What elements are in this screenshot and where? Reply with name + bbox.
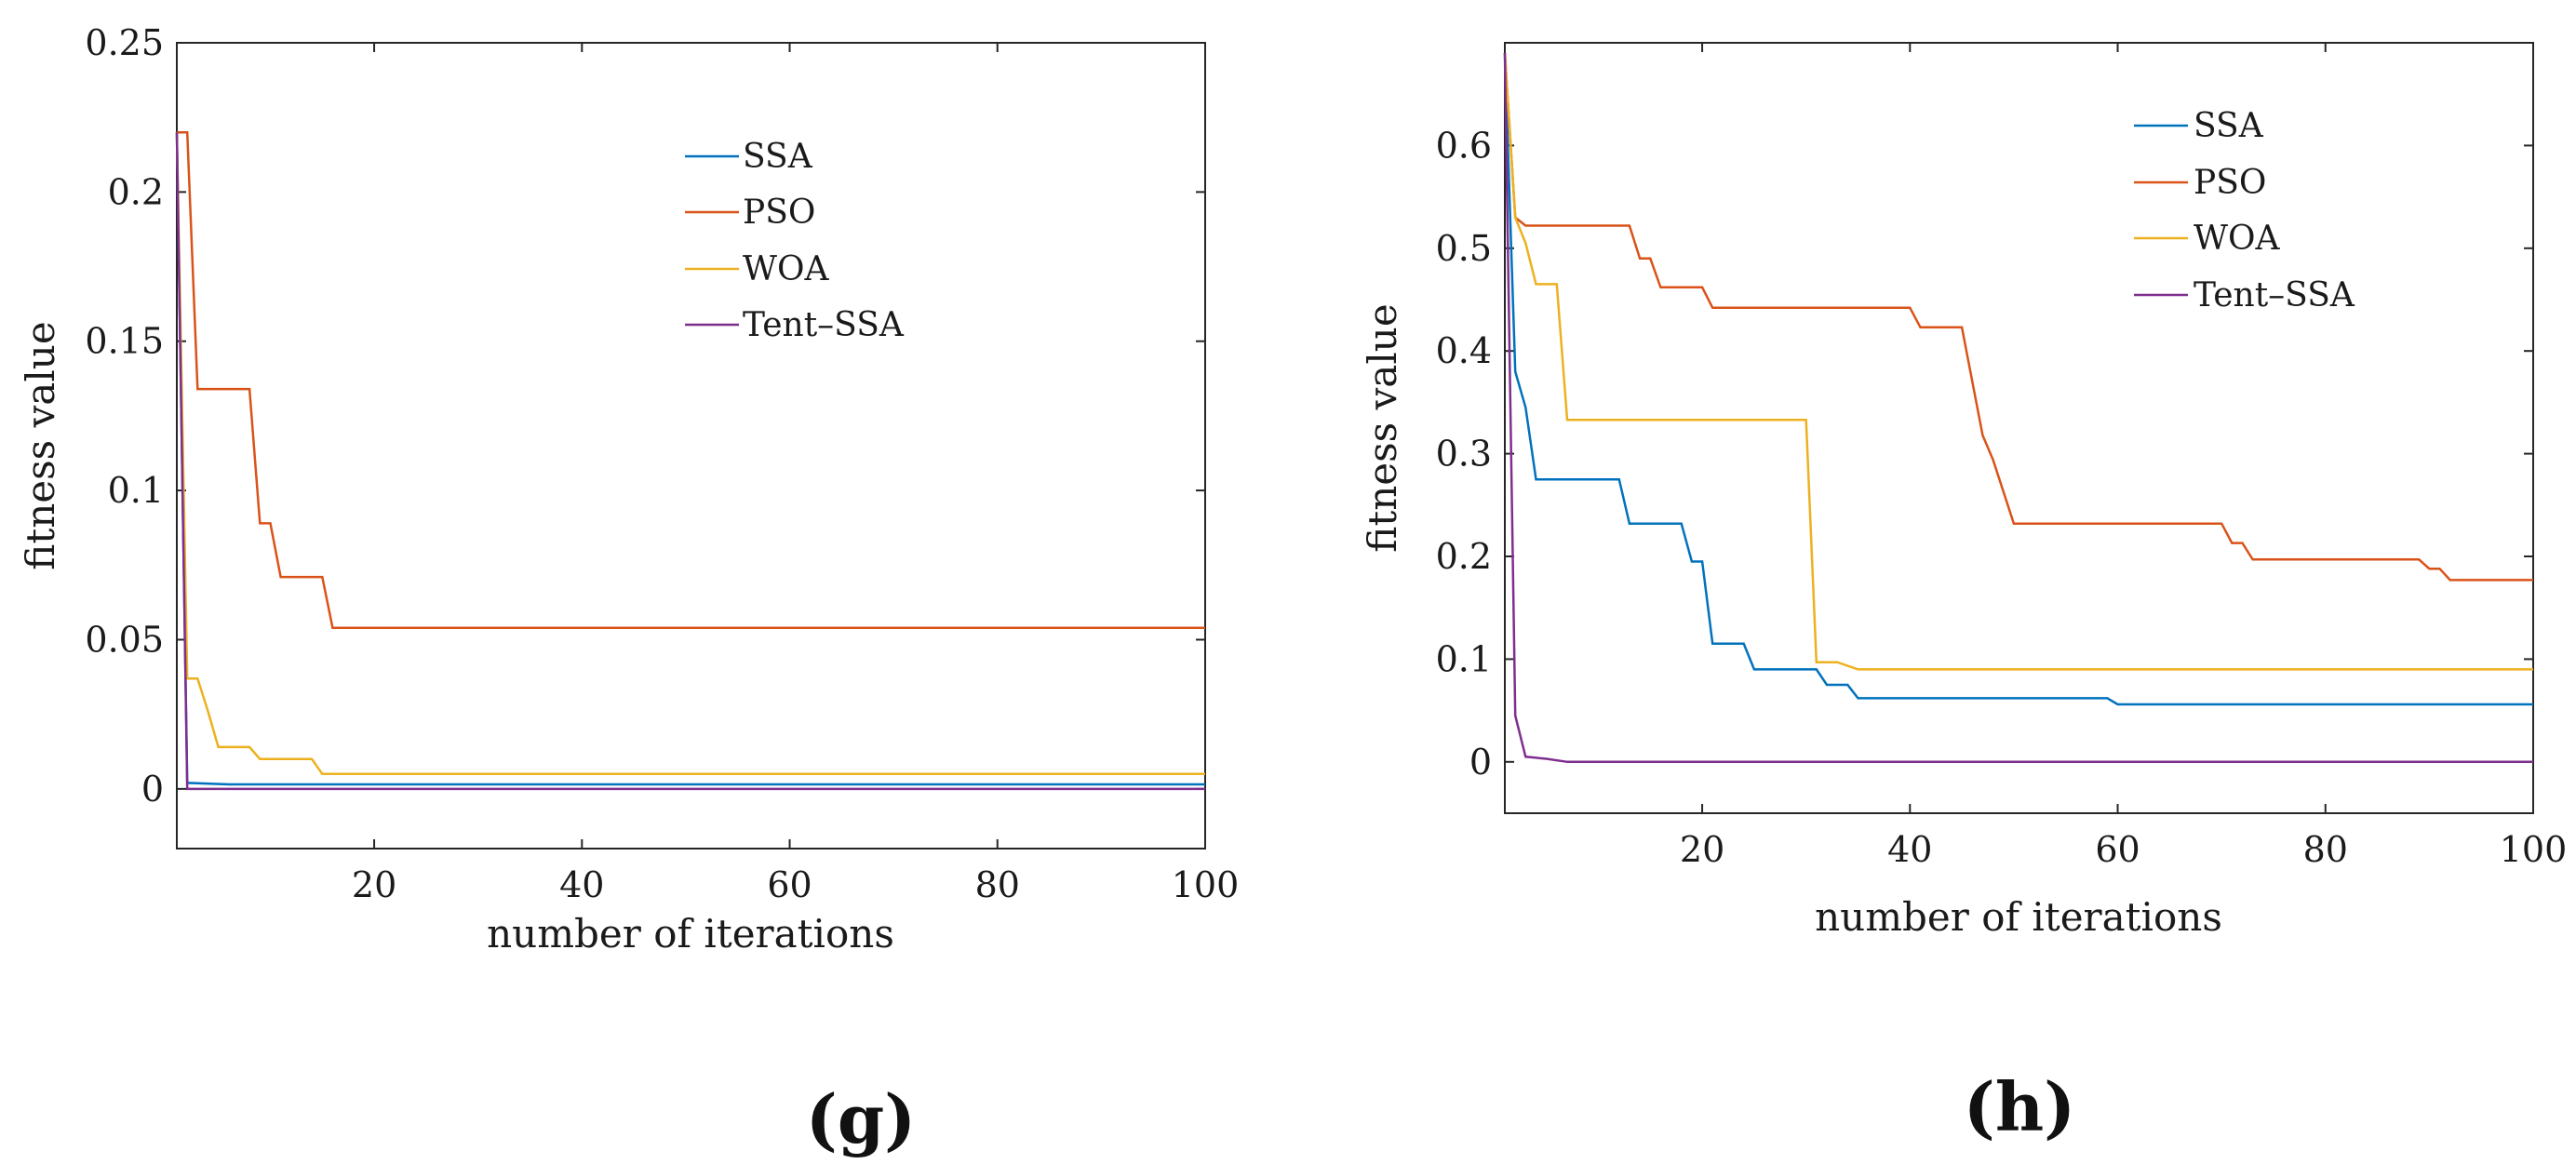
y-tick-label-g-1: 0.05 [85,619,164,660]
y-tick-label-h-4: 0.4 [1436,330,1492,371]
panel-label-h: (h) [1964,1067,2075,1146]
x-axis-label-g: number of iterations [487,911,894,957]
series-line-pso-g [177,130,1205,629]
series-line-woa-h [1503,52,2533,671]
y-tick-label-h-6: 0.6 [1436,125,1492,166]
series-h [1503,52,2533,764]
legend-label-woa-g: WOA [743,250,830,288]
y-tick-label-h-0: 0 [1469,742,1492,783]
x-axis-label-h: number of iterations [1815,894,2222,940]
legend-label-pso-h: PSO [2194,164,2266,202]
legend-g: SSA PSO WOA Tent–SSA [685,138,905,344]
y-tick-label-h-3: 0.3 [1436,434,1492,475]
ticks-h: 20 40 60 80 100 0 0.1 0.2 0.3 0.4 0.5 0.6 [1436,43,2568,870]
legend-label-tentssa-h: Tent–SSA [2194,276,2355,314]
y-tick-label-g-5: 0.25 [85,22,164,63]
y-axis-label-h: fitness value [1360,303,1405,552]
series-line-tentssa-g [175,132,1205,791]
series-line-ssa-h [1503,52,2533,706]
ticks-g: 20 40 60 80 100 0 0.05 0.1 0.15 0.2 0.25 [85,22,1239,905]
y-tick-label-h-5: 0.5 [1436,228,1492,269]
x-tick-label-g-3: 80 [975,864,1020,905]
x-tick-label-g-0: 20 [352,864,396,905]
panel-label-g: (g) [806,1079,916,1158]
chart-g: 20 40 60 80 100 0 0.05 0.1 0.15 0.2 0.25 number of… [18,22,1239,957]
y-tick-label-g-2: 0.1 [108,470,164,511]
legend-h: SSA PSO WOA Tent–SSA [2134,107,2355,314]
series-line-woa-g [175,132,1205,776]
y-tick-label-g-3: 0.15 [85,321,164,362]
y-tick-label-h-2: 0.2 [1436,536,1492,577]
series-line-ssa-g [175,132,1205,786]
legend-label-ssa-h: SSA [2194,107,2264,145]
chart-h: 20 40 60 80 100 0 0.1 0.2 0.3 0.4 0.5 0.6 number of… [1360,42,2568,940]
x-tick-label-g-1: 40 [559,864,604,905]
legend-label-tentssa-g: Tent–SSA [743,306,905,344]
x-tick-label-h-0: 20 [1680,829,1724,870]
y-tick-label-h-1: 0.1 [1436,638,1492,679]
plot-area-h [1504,42,2534,814]
x-tick-label-g-2: 60 [767,864,812,905]
series-line-tentssa-h [1503,52,2533,764]
x-tick-label-h-1: 40 [1887,829,1932,870]
legend-label-woa-h: WOA [2194,220,2281,258]
plot-area-g [176,42,1206,850]
x-tick-label-h-2: 60 [2095,829,2140,870]
x-tick-label-g-4: 100 [1172,864,1240,905]
series-g [175,130,1205,791]
x-tick-label-h-3: 80 [2303,829,2348,870]
y-tick-label-g-4: 0.2 [108,171,164,212]
y-tick-label-g-0: 0 [141,769,164,809]
series-line-pso-h [1503,52,2533,582]
y-axis-label-g: fitness value [18,321,63,569]
x-tick-label-h-4: 100 [2500,829,2568,870]
legend-label-ssa-g: SSA [743,138,813,176]
legend-label-pso-g: PSO [743,194,815,232]
